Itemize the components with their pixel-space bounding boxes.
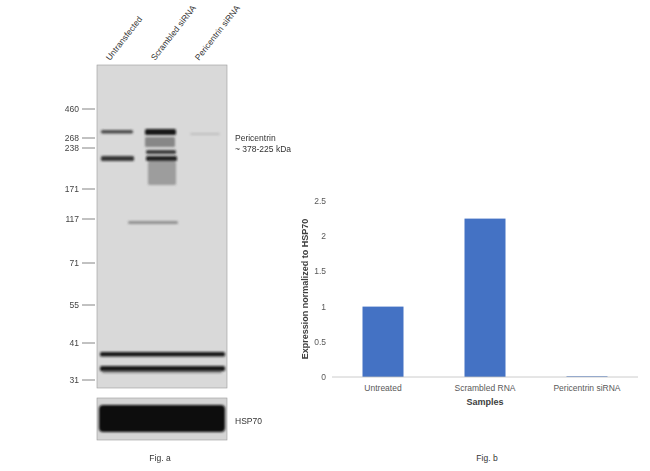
blot-membrane bbox=[97, 65, 227, 388]
bar bbox=[465, 219, 506, 377]
loading-label: HSP70 bbox=[235, 416, 262, 426]
marker-label: 238 bbox=[65, 143, 79, 153]
marker-tick bbox=[82, 305, 95, 306]
marker-label: 55 bbox=[70, 300, 80, 310]
marker-tick bbox=[82, 380, 95, 381]
marker-tick bbox=[82, 189, 95, 190]
figure: UntransfectedScrambled siRNAPericentrin … bbox=[0, 0, 650, 471]
marker-label: 41 bbox=[70, 338, 80, 348]
y-tick-label: 0 bbox=[321, 372, 326, 382]
x-axis-title: Samples bbox=[466, 397, 503, 407]
lane-label: Pericentrin siRNA bbox=[193, 3, 242, 62]
band bbox=[128, 221, 178, 224]
band bbox=[145, 129, 176, 135]
marker-tick bbox=[82, 148, 95, 149]
band bbox=[101, 130, 133, 134]
x-tick-label: Untreated bbox=[364, 383, 402, 393]
y-tick-label: 0.5 bbox=[314, 337, 326, 347]
x-axis bbox=[332, 377, 638, 378]
marker-label: 31 bbox=[70, 375, 80, 385]
marker-tick bbox=[82, 263, 95, 264]
band bbox=[145, 137, 175, 147]
marker-label: 117 bbox=[65, 214, 79, 224]
y-tick-label: 2 bbox=[321, 231, 326, 241]
background bbox=[0, 0, 650, 471]
band bbox=[99, 405, 225, 432]
marker-label: 71 bbox=[70, 258, 80, 268]
marker-tick bbox=[82, 219, 95, 220]
marker-label: 460 bbox=[65, 104, 79, 114]
bars bbox=[363, 219, 608, 377]
marker-label: 268 bbox=[65, 133, 79, 143]
loading-membrane bbox=[97, 398, 227, 440]
lane-label: Untransfected bbox=[104, 14, 145, 62]
annotation: Pericentrin bbox=[235, 133, 276, 143]
band bbox=[101, 156, 134, 161]
y-tick-label: 2.5 bbox=[314, 196, 326, 206]
x-tick-label: Scrambled RNA bbox=[455, 383, 516, 393]
x-tick-label: Pericentrin siRNA bbox=[553, 383, 620, 393]
band bbox=[148, 161, 176, 185]
bar bbox=[363, 307, 404, 377]
annotation: ~ 378-225 kDa bbox=[235, 144, 291, 154]
y-tick-label: 1 bbox=[321, 302, 326, 312]
caption: Fig. a bbox=[149, 453, 171, 463]
marker-tick bbox=[82, 343, 95, 344]
marker-tick bbox=[82, 138, 95, 139]
marker-label: 171 bbox=[65, 184, 79, 194]
lane-label: Scrambled siRNA bbox=[149, 3, 198, 62]
marker-tick bbox=[82, 109, 95, 110]
caption: Fig. b bbox=[476, 453, 498, 463]
y-tick-label: 1.5 bbox=[314, 266, 326, 276]
band bbox=[102, 370, 222, 373]
y-axis-title: Expression normalized to HSP70 bbox=[300, 219, 310, 360]
band bbox=[146, 150, 176, 154]
loading-bands bbox=[99, 405, 225, 432]
bands bbox=[100, 129, 225, 373]
band bbox=[146, 156, 177, 161]
band bbox=[190, 133, 220, 135]
band bbox=[100, 352, 225, 357]
